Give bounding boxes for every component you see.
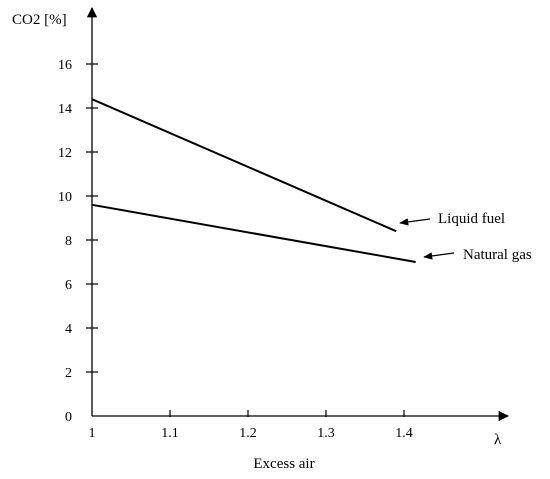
y-axis-title: CO2 [%]: [12, 12, 67, 28]
y-tick-label: 8: [65, 234, 72, 249]
series-line-natural-gas: [91, 203, 416, 263]
y-tick-label: 6: [65, 278, 72, 293]
series-line-liquid-fuel: [91, 98, 397, 233]
y-tick-label: 12: [58, 146, 72, 161]
y-ticks: 0 2 4 6 8 10 12 14 16: [58, 58, 98, 425]
y-tick-label: 4: [65, 322, 72, 337]
y-tick-label: 2: [65, 366, 72, 381]
y-tick-label: 10: [58, 190, 72, 205]
liquid-fuel-label: Liquid fuel: [438, 211, 505, 227]
x-tick-label: 1: [89, 426, 96, 441]
liquid-fuel-annotation-arrow: [399, 218, 431, 226]
y-tick-label: 14: [58, 102, 72, 117]
y-tick-label: 16: [58, 58, 72, 73]
x-axis-title: Excess air: [253, 456, 314, 472]
x-tick-label: 1.3: [317, 426, 335, 441]
series-lines: [91, 98, 416, 263]
x-axis-symbol: λ: [494, 432, 502, 448]
x-tick-label: 1.1: [161, 426, 179, 441]
x-tick-label: 1.2: [239, 426, 257, 441]
natural-gas-annotation-arrow: [423, 252, 455, 260]
x-ticks: 1 1.1 1.2 1.3 1.4: [89, 410, 413, 441]
natural-gas-label: Natural gas: [463, 247, 532, 263]
y-tick-label: 0: [65, 410, 72, 425]
x-tick-label: 1.4: [395, 426, 413, 441]
